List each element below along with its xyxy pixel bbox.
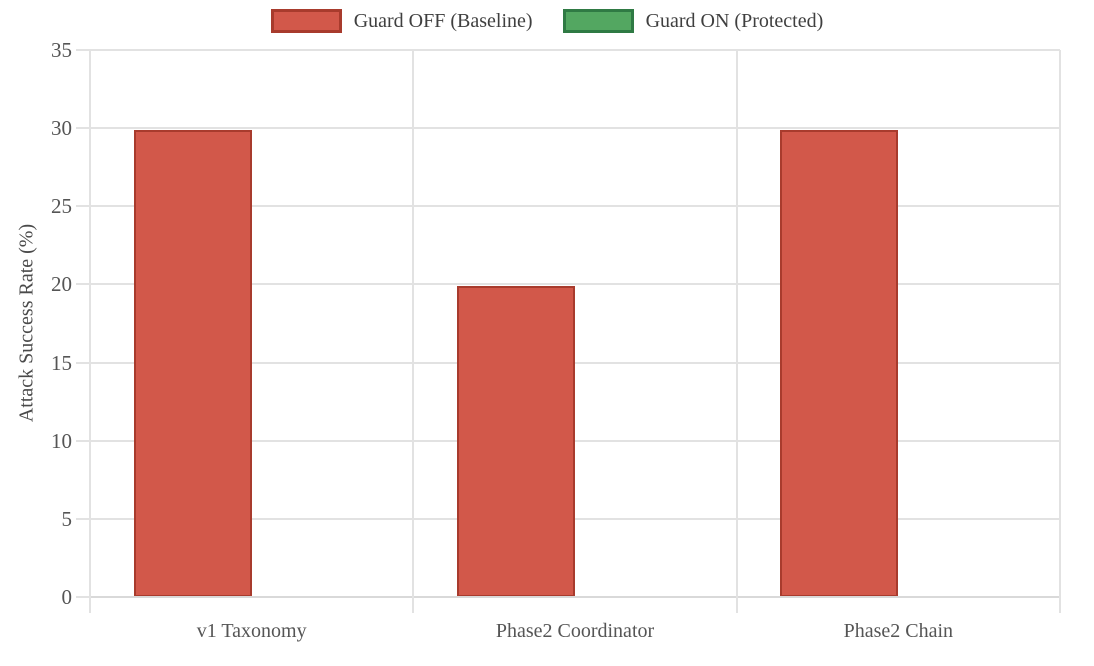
legend-label-guard-off: Guard OFF (Baseline) (353, 10, 533, 32)
y-tick-label: 10 (51, 428, 72, 453)
plot-area (90, 49, 1060, 597)
y-tick-label: 25 (51, 194, 72, 219)
y-gridline (90, 205, 1060, 208)
legend-item-guard-off: Guard OFF (Baseline) (270, 9, 533, 33)
y-gridline (90, 127, 1060, 130)
y-tick-label: 30 (51, 116, 72, 141)
bar (780, 129, 899, 597)
y-tick (76, 517, 90, 520)
y-axis-spine (89, 50, 91, 613)
x-tick-label: Phase2 Coordinator (495, 620, 655, 642)
y-tick (76, 205, 90, 208)
x-gridline (412, 50, 415, 613)
x-tick-label: Phase2 Chain (843, 620, 954, 642)
y-gridline (90, 283, 1060, 286)
legend: Guard OFF (Baseline) Guard ON (Protected… (0, 9, 1094, 33)
y-gridline (90, 439, 1060, 442)
y-tick (76, 49, 90, 51)
x-tick-label: v1 Taxonomy (196, 620, 307, 642)
bar (457, 286, 575, 597)
y-tick (76, 127, 90, 130)
bar (133, 129, 252, 597)
y-gridline (90, 517, 1060, 520)
y-tick (76, 361, 90, 364)
legend-swatch-guard-off-icon (270, 9, 342, 33)
y-axis-label: Attack Success Rate (%) (15, 223, 38, 423)
y-gridline (90, 49, 1060, 51)
legend-label-guard-on: Guard ON (Protected) (645, 10, 824, 32)
y-tick (76, 439, 90, 442)
legend-item-guard-on: Guard ON (Protected) (562, 9, 824, 33)
y-tick-label: 20 (51, 272, 72, 297)
y-tick (76, 283, 90, 286)
y-tick (76, 596, 90, 598)
x-gridline (735, 50, 738, 613)
y-tick-label: 0 (61, 585, 73, 609)
right-spine (1059, 50, 1061, 613)
y-gridline (90, 361, 1060, 364)
x-axis-line (76, 596, 1060, 598)
y-tick-label: 35 (51, 38, 72, 62)
y-tick-label: 5 (61, 506, 73, 531)
legend-swatch-guard-on-icon (562, 9, 634, 33)
y-tick-label: 15 (51, 350, 72, 375)
